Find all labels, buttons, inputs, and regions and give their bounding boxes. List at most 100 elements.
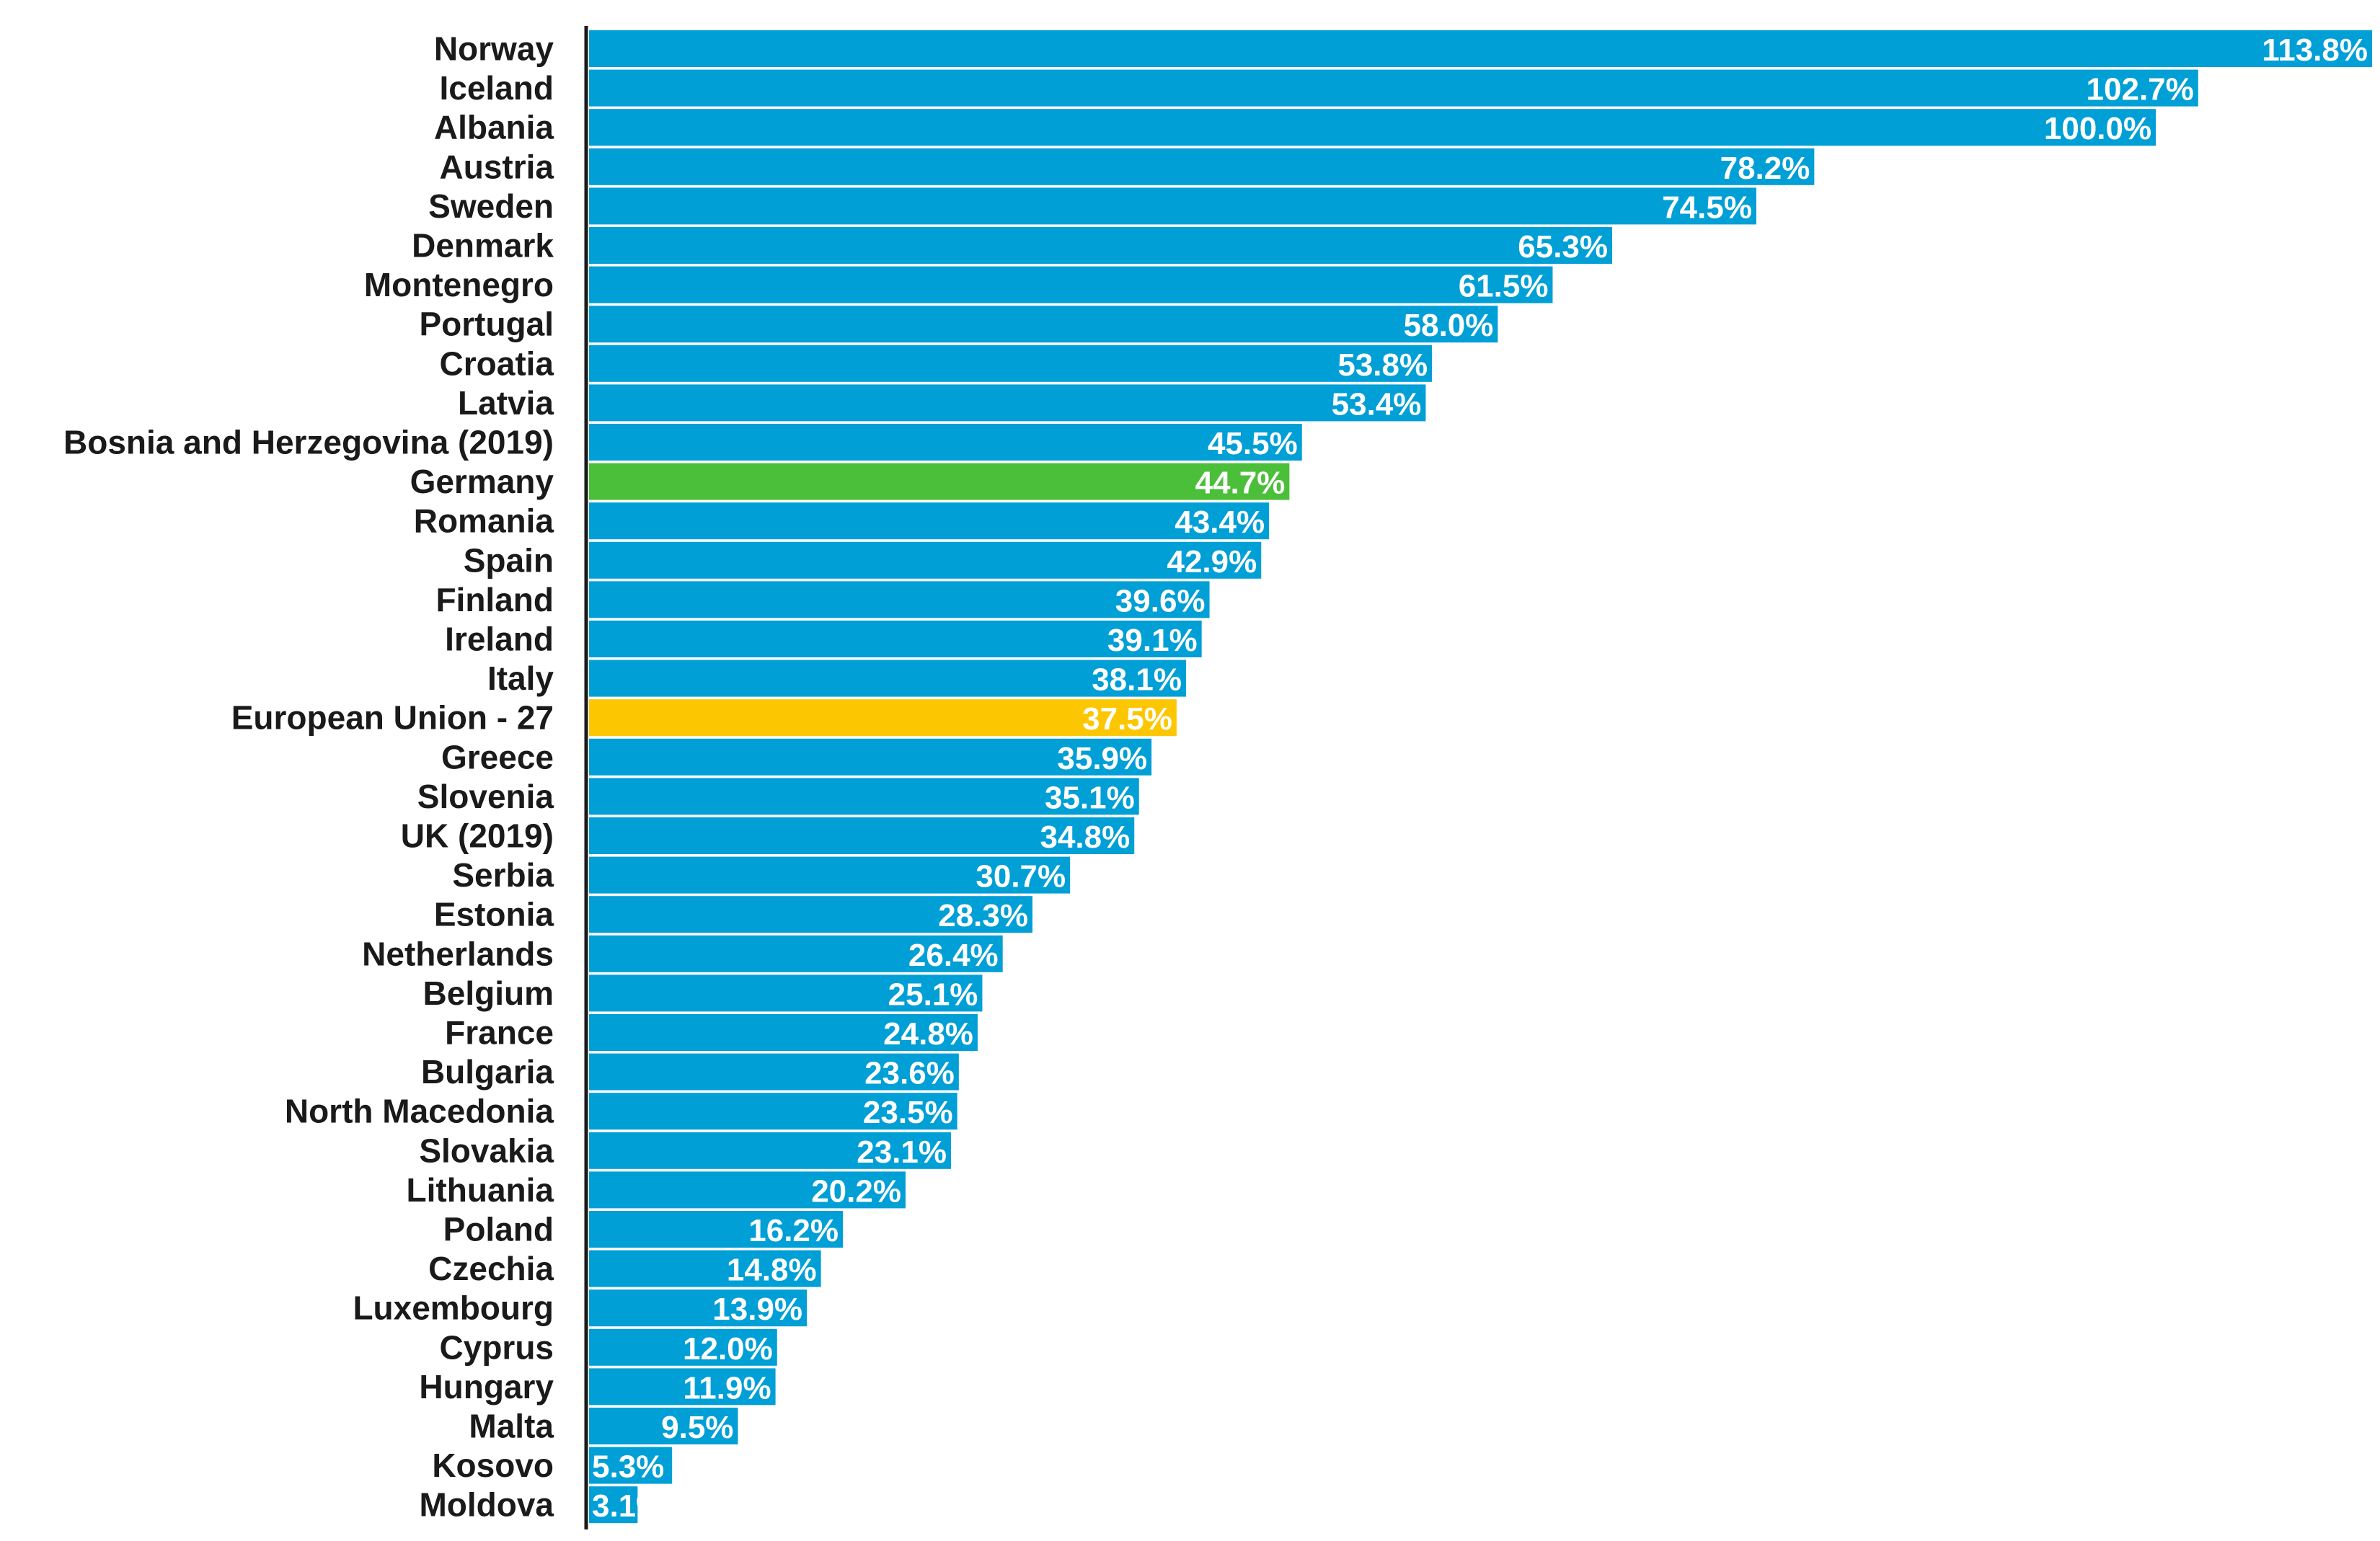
category-label-iceland: Iceland [439,69,554,107]
bar-estonia [589,896,1032,933]
value-label-moldova: 3.1% [592,1488,664,1524]
value-label-portugal: 58.0% [1404,308,1494,343]
category-label-italy: Italy [487,660,554,697]
bar-cyprus [589,1328,777,1366]
category-label-slovenia: Slovenia [417,778,554,815]
value-label-slovenia: 35.1% [1045,780,1135,815]
value-label-netherlands: 26.4% [908,938,999,973]
bar-italy [589,660,1186,697]
bar-bulgaria [589,1053,959,1091]
category-label-cyprus: Cyprus [440,1328,554,1366]
value-label-north-macedonia: 23.5% [863,1095,953,1130]
value-label-poland: 16.2% [748,1213,839,1248]
bar-moldova [589,1486,638,1524]
category-label-uk-2019: UK (2019) [401,817,554,855]
value-label-france: 24.8% [883,1016,973,1052]
value-label-italy: 38.1% [1092,662,1182,698]
bar-serbia [589,856,1071,894]
value-labels-group: 113.8% 102.7% 100.0% 78.2% 74.5% 65.3% 61.5% 58… [592,32,2368,1524]
value-label-kosovo: 5.3% [592,1449,664,1485]
category-label-poland: Poland [443,1211,554,1248]
bar-norway [589,30,2372,67]
value-label-slovakia: 23.1% [857,1134,947,1170]
bars-group [589,30,2372,1524]
value-label-albania: 100.0% [2044,111,2151,146]
value-label-germany: 44.7% [1195,466,1286,501]
bar-sweden [589,187,1756,225]
bar-austria [589,148,1815,185]
category-label-greece: Greece [441,738,554,776]
value-label-spain: 42.9% [1167,544,1257,579]
category-label-luxembourg: Luxembourg [353,1289,554,1327]
bar-luxembourg [589,1289,808,1327]
bar-spain [589,541,1262,579]
bar-finland [589,581,1210,618]
value-label-norway: 113.8% [2262,32,2368,68]
category-label-germany: Germany [410,463,554,500]
value-label-cyprus: 12.0% [683,1331,773,1367]
category-label-hungary: Hungary [419,1368,554,1405]
bar-iceland [589,69,2198,107]
category-label-norway: Norway [434,30,554,68]
category-label-romania: Romania [414,502,554,540]
bar-albania [589,109,2156,146]
category-labels-group: NorwayIcelandAlbaniaAustriaSwedenDenmark… [63,30,554,1524]
category-label-albania: Albania [434,109,554,146]
bar-bosnia-and-herzegovina-2019 [589,424,1302,461]
category-label-austria: Austria [440,148,554,185]
bar-netherlands [589,935,1003,972]
category-label-netherlands: Netherlands [362,935,554,972]
value-label-luxembourg: 13.9% [712,1292,802,1327]
bar-montenegro [589,266,1553,303]
bar-lithuania [589,1171,906,1209]
value-label-estonia: 28.3% [938,898,1028,933]
value-label-austria: 78.2% [1720,151,1810,186]
bar-czechia [589,1250,821,1287]
value-label-iceland: 102.7% [2087,72,2194,107]
bar-greece [589,738,1152,776]
value-label-belgium: 25.1% [888,977,978,1012]
bar-germany [589,463,1290,500]
bar-france [589,1014,978,1051]
value-label-malta: 9.5% [661,1410,733,1445]
value-label-greece: 35.9% [1057,741,1147,776]
category-label-croatia: Croatia [440,345,554,382]
value-label-czechia: 14.8% [727,1253,817,1288]
category-label-latvia: Latvia [458,384,554,422]
category-label-france: France [445,1014,554,1052]
bar-latvia [589,384,1426,422]
category-label-ireland: Ireland [445,621,554,658]
category-label-european-union-27: European Union - 27 [231,699,554,737]
category-label-belgium: Belgium [423,974,554,1012]
category-label-bulgaria: Bulgaria [421,1053,554,1091]
bar-ireland [589,621,1202,657]
bar-hungary [589,1368,776,1405]
value-label-denmark: 65.3% [1518,229,1608,265]
value-label-bosnia-and-herzegovina-2019: 45.5% [1208,426,1298,461]
category-label-lithuania: Lithuania [407,1171,554,1209]
category-label-portugal: Portugal [419,306,554,343]
category-label-bosnia-and-herzegovina-2019: Bosnia and Herzegovina (2019) [63,424,554,461]
category-label-north-macedonia: North Macedonia [285,1093,554,1130]
value-label-lithuania: 20.2% [811,1173,901,1209]
bar-slovenia [589,778,1139,815]
category-label-serbia: Serbia [452,856,554,894]
value-label-hungary: 11.9% [683,1370,771,1405]
value-label-croatia: 53.8% [1337,347,1428,383]
bar-uk-2019 [589,817,1135,854]
value-label-romania: 43.4% [1174,505,1265,540]
category-label-slovakia: Slovakia [419,1132,554,1169]
value-label-sweden: 74.5% [1662,190,1752,225]
bar-kosovo [589,1447,673,1484]
bar-portugal [589,306,1498,343]
category-label-denmark: Denmark [412,227,554,265]
value-label-latvia: 53.4% [1332,386,1422,422]
bar-north-macedonia [589,1093,957,1130]
bar-croatia [589,345,1433,382]
category-label-sweden: Sweden [428,187,554,225]
value-label-finland: 39.6% [1115,583,1206,618]
value-label-uk-2019: 34.8% [1040,820,1130,855]
category-label-czechia: Czechia [428,1250,554,1287]
value-label-serbia: 30.7% [976,859,1066,894]
